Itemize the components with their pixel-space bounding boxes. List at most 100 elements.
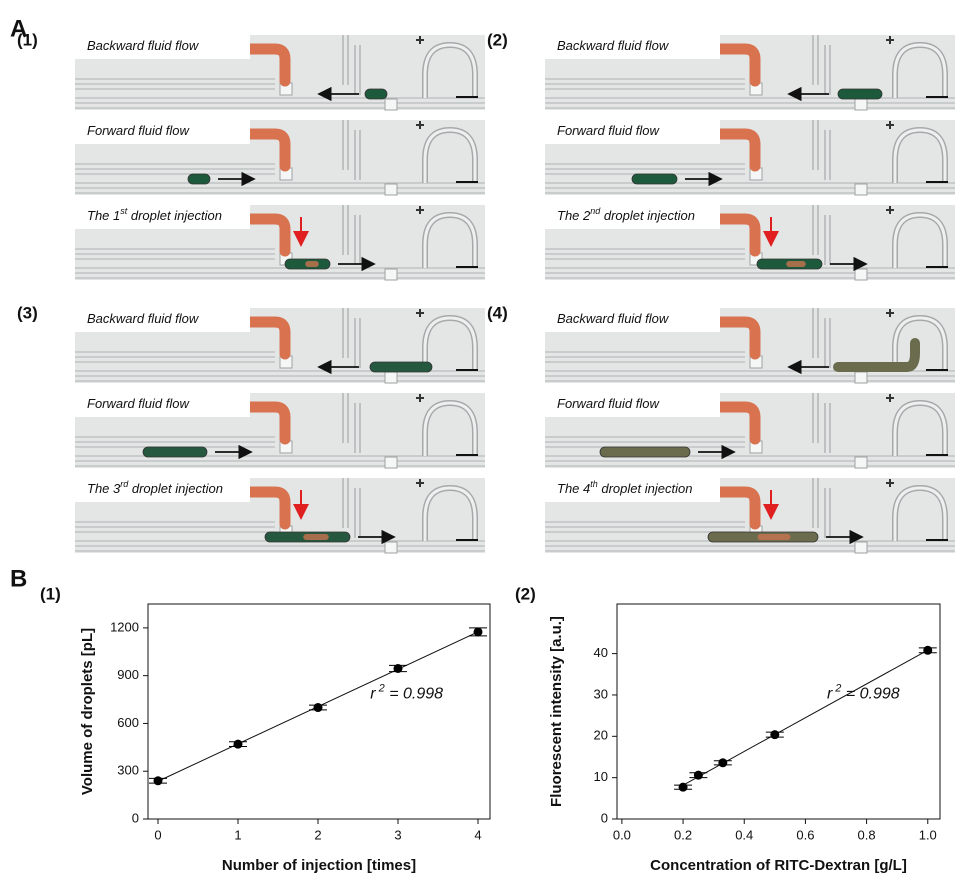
x-tick-label: 1 [234, 827, 241, 842]
channel-junction [384, 268, 398, 281]
droplet [187, 173, 211, 185]
caption-bg [545, 205, 720, 229]
sample-pipe [244, 213, 291, 257]
y-tick-label: 40 [594, 645, 608, 660]
caption-bg [545, 478, 720, 502]
micrograph: Forward fluid flow [545, 393, 955, 469]
caption-bg [545, 308, 720, 332]
data-point [473, 627, 483, 637]
data-point [153, 776, 163, 786]
marker [886, 206, 894, 214]
sample-pipe [714, 213, 761, 257]
caption: The 3rd droplet injection [87, 479, 223, 496]
micrograph: The 3rd droplet injection [75, 478, 485, 554]
marker [886, 394, 894, 402]
droplet-merge [303, 534, 329, 540]
y-axis-label: Volume of droplets [pL] [79, 628, 96, 795]
caption-bg [545, 120, 720, 144]
annotation-text: r [827, 686, 833, 703]
marker [416, 309, 424, 317]
data-point [678, 782, 688, 792]
droplet-merge [786, 261, 806, 267]
y-tick-label: 1200 [110, 619, 139, 634]
y-axis-label: Fluorescent intensity [a.u.] [548, 616, 565, 807]
channel-bend [423, 128, 477, 183]
caption-text: Forward fluid flow [557, 396, 660, 411]
subpanel-label: (2) [487, 30, 508, 49]
sample-pipe [714, 43, 761, 87]
caption-bg [75, 478, 250, 502]
annotation-sup: 2 [378, 682, 385, 694]
caption-text: Forward fluid flow [87, 396, 190, 411]
y-tick-label: 10 [594, 769, 608, 784]
data-point [233, 739, 243, 749]
droplet [364, 88, 388, 100]
caption-bg [75, 393, 250, 417]
marker [416, 121, 424, 129]
sample-pipe [714, 316, 761, 360]
marker [886, 36, 894, 44]
caption-text: Backward fluid flow [557, 38, 670, 53]
x-tick-label: 0.2 [674, 827, 692, 842]
x-tick-label: 2 [314, 827, 321, 842]
y-tick-label: 0 [601, 810, 608, 825]
subpanel-label: (3) [17, 303, 38, 322]
caption-text: The 2 [557, 208, 591, 223]
channel-bend [893, 486, 947, 541]
x-axis-label: Number of injection [times] [222, 857, 416, 874]
channel-junction [854, 456, 868, 469]
sample-pipe [244, 128, 291, 172]
x-tick-label: 1.0 [919, 827, 937, 842]
channel-junction [854, 541, 868, 554]
subpanel-label: (1) [17, 30, 38, 49]
caption-text: droplet injection [127, 208, 222, 223]
channel-bend [893, 213, 947, 268]
droplet [599, 446, 691, 458]
caption: Forward fluid flow [87, 123, 190, 138]
marker [886, 121, 894, 129]
data-point [923, 645, 933, 655]
y-tick-label: 900 [117, 667, 139, 682]
y-tick-label: 0 [132, 810, 139, 825]
channel-bend [423, 401, 477, 456]
droplet-merge [305, 261, 319, 267]
micrograph: The 1st droplet injection [75, 205, 485, 281]
y-tick-label: 300 [117, 763, 139, 778]
channel-junction [854, 183, 868, 196]
caption-text: The 4 [557, 481, 590, 496]
channel-junction [384, 456, 398, 469]
caption-bg [75, 308, 250, 332]
channel-bend [423, 43, 477, 98]
channel-junction [854, 371, 868, 384]
x-tick-label: 0.8 [858, 827, 876, 842]
micrograph: Forward fluid flow [75, 120, 485, 196]
x-axis-label: Concentration of RITC-Dextran [g/L] [650, 857, 907, 874]
channel-bend [893, 43, 947, 98]
subpanel-label: (2) [515, 584, 536, 603]
caption-sup: th [590, 479, 598, 489]
micrograph: The 2nd droplet injection [545, 205, 955, 281]
sample-pipe [244, 401, 291, 445]
caption: The 1st droplet injection [87, 206, 222, 223]
caption-sup: rd [120, 479, 129, 489]
data-point [718, 758, 728, 768]
micrograph: Backward fluid flow [545, 35, 955, 111]
caption: Backward fluid flow [557, 38, 670, 53]
sample-pipe [244, 43, 291, 87]
channel-junction [384, 371, 398, 384]
channel-bend [893, 128, 947, 183]
caption-text: Backward fluid flow [87, 311, 200, 326]
droplet [837, 88, 883, 100]
y-tick-label: 600 [117, 715, 139, 730]
caption-sup: st [120, 206, 128, 216]
micrograph: Forward fluid flow [75, 393, 485, 469]
caption-text: droplet injection [128, 481, 223, 496]
caption-text: The 1 [87, 208, 120, 223]
caption-text: Forward fluid flow [87, 123, 190, 138]
micrograph: Backward fluid flow [75, 35, 485, 111]
sample-pipe [714, 128, 761, 172]
sample-pipe [714, 486, 761, 530]
caption-bg [75, 120, 250, 144]
